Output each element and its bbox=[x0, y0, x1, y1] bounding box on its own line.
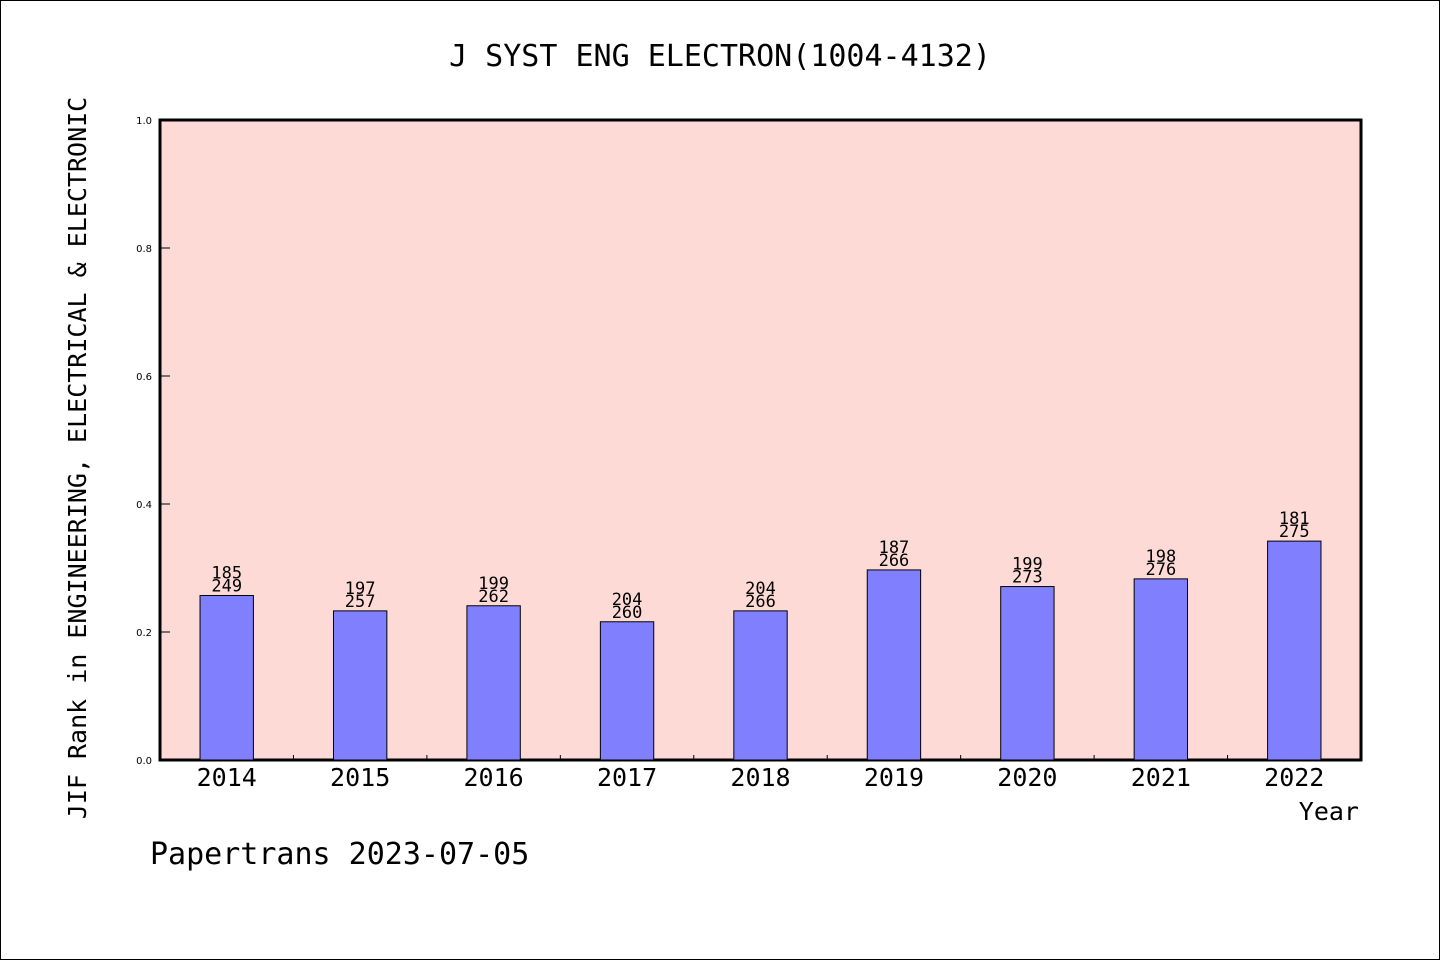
y-tick-label: 0.4 bbox=[136, 500, 152, 511]
bar-total-label: 273 bbox=[1012, 568, 1043, 588]
x-tick-label: 2015 bbox=[330, 763, 390, 792]
bar-rank-label: 199 bbox=[478, 574, 509, 594]
x-tick-label: 2018 bbox=[730, 763, 790, 792]
bar-total-label: 260 bbox=[612, 603, 643, 623]
x-tick-label: 2020 bbox=[997, 763, 1057, 792]
bar-rank-label: 204 bbox=[612, 590, 643, 610]
footer-credit: Papertrans 2023-07-05 bbox=[150, 837, 529, 872]
bar-2016 bbox=[466, 605, 521, 761]
y-tick-label: 1.0 bbox=[136, 116, 152, 127]
bar-rank-label: 185 bbox=[211, 564, 242, 584]
bar-total-label: 262 bbox=[478, 587, 509, 607]
bar-total-label: 276 bbox=[1145, 560, 1176, 580]
y-tick-label: 0.2 bbox=[136, 628, 152, 639]
bar-total-label: 275 bbox=[1279, 522, 1310, 542]
bar-2020 bbox=[1000, 586, 1055, 761]
y-axis-label: JIF Rank in ENGINEERING, ELECTRICAL & EL… bbox=[63, 97, 92, 819]
bar-2021 bbox=[1133, 578, 1189, 761]
bar-2017 bbox=[599, 621, 655, 761]
y-axis: 0.0 0.2 0.4 0.6 0.8 1.0 bbox=[136, 116, 170, 767]
bar-total-label: 266 bbox=[879, 551, 910, 571]
x-axis-label: Year bbox=[1299, 797, 1359, 826]
x-tick-label: 2017 bbox=[597, 763, 657, 792]
bar-rank-label: 197 bbox=[345, 579, 376, 599]
y-tick-label: 0.8 bbox=[136, 244, 152, 255]
chart-title: J SYST ENG ELECTRON(1004-4132) bbox=[449, 39, 991, 74]
bar-2022 bbox=[1267, 540, 1322, 761]
bar-rank-label: 187 bbox=[879, 538, 910, 558]
x-tick-label: 2014 bbox=[197, 763, 257, 792]
bar-2019 bbox=[866, 569, 922, 761]
x-tick-label: 2021 bbox=[1131, 763, 1191, 792]
x-tick-label: 2019 bbox=[864, 763, 924, 792]
bar-2018 bbox=[733, 610, 788, 761]
bar-rank-label: 204 bbox=[745, 579, 776, 599]
x-tick-label: 2016 bbox=[464, 763, 524, 792]
bar-rank-label: 198 bbox=[1145, 547, 1176, 567]
bar-total-label: 266 bbox=[745, 592, 776, 612]
bar-rank-label: 181 bbox=[1279, 509, 1310, 529]
x-tick-label: 2022 bbox=[1264, 763, 1324, 792]
bar-total-label: 257 bbox=[345, 592, 376, 612]
bar-2015 bbox=[332, 610, 388, 761]
bar-total-label: 249 bbox=[211, 577, 242, 597]
bar-2014 bbox=[199, 595, 254, 761]
x-axis: 2014 2015 2016 2017 2018 2019 2020 2021 2022 bbox=[197, 755, 1324, 792]
y-tick-label: 0.6 bbox=[136, 372, 152, 383]
y-tick-label: 0.0 bbox=[136, 756, 152, 767]
bar-rank-label: 199 bbox=[1012, 555, 1043, 575]
